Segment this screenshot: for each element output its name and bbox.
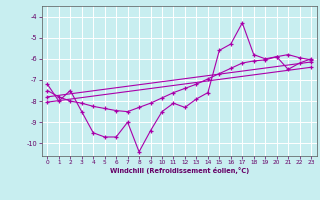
X-axis label: Windchill (Refroidissement éolien,°C): Windchill (Refroidissement éolien,°C) (109, 167, 249, 174)
